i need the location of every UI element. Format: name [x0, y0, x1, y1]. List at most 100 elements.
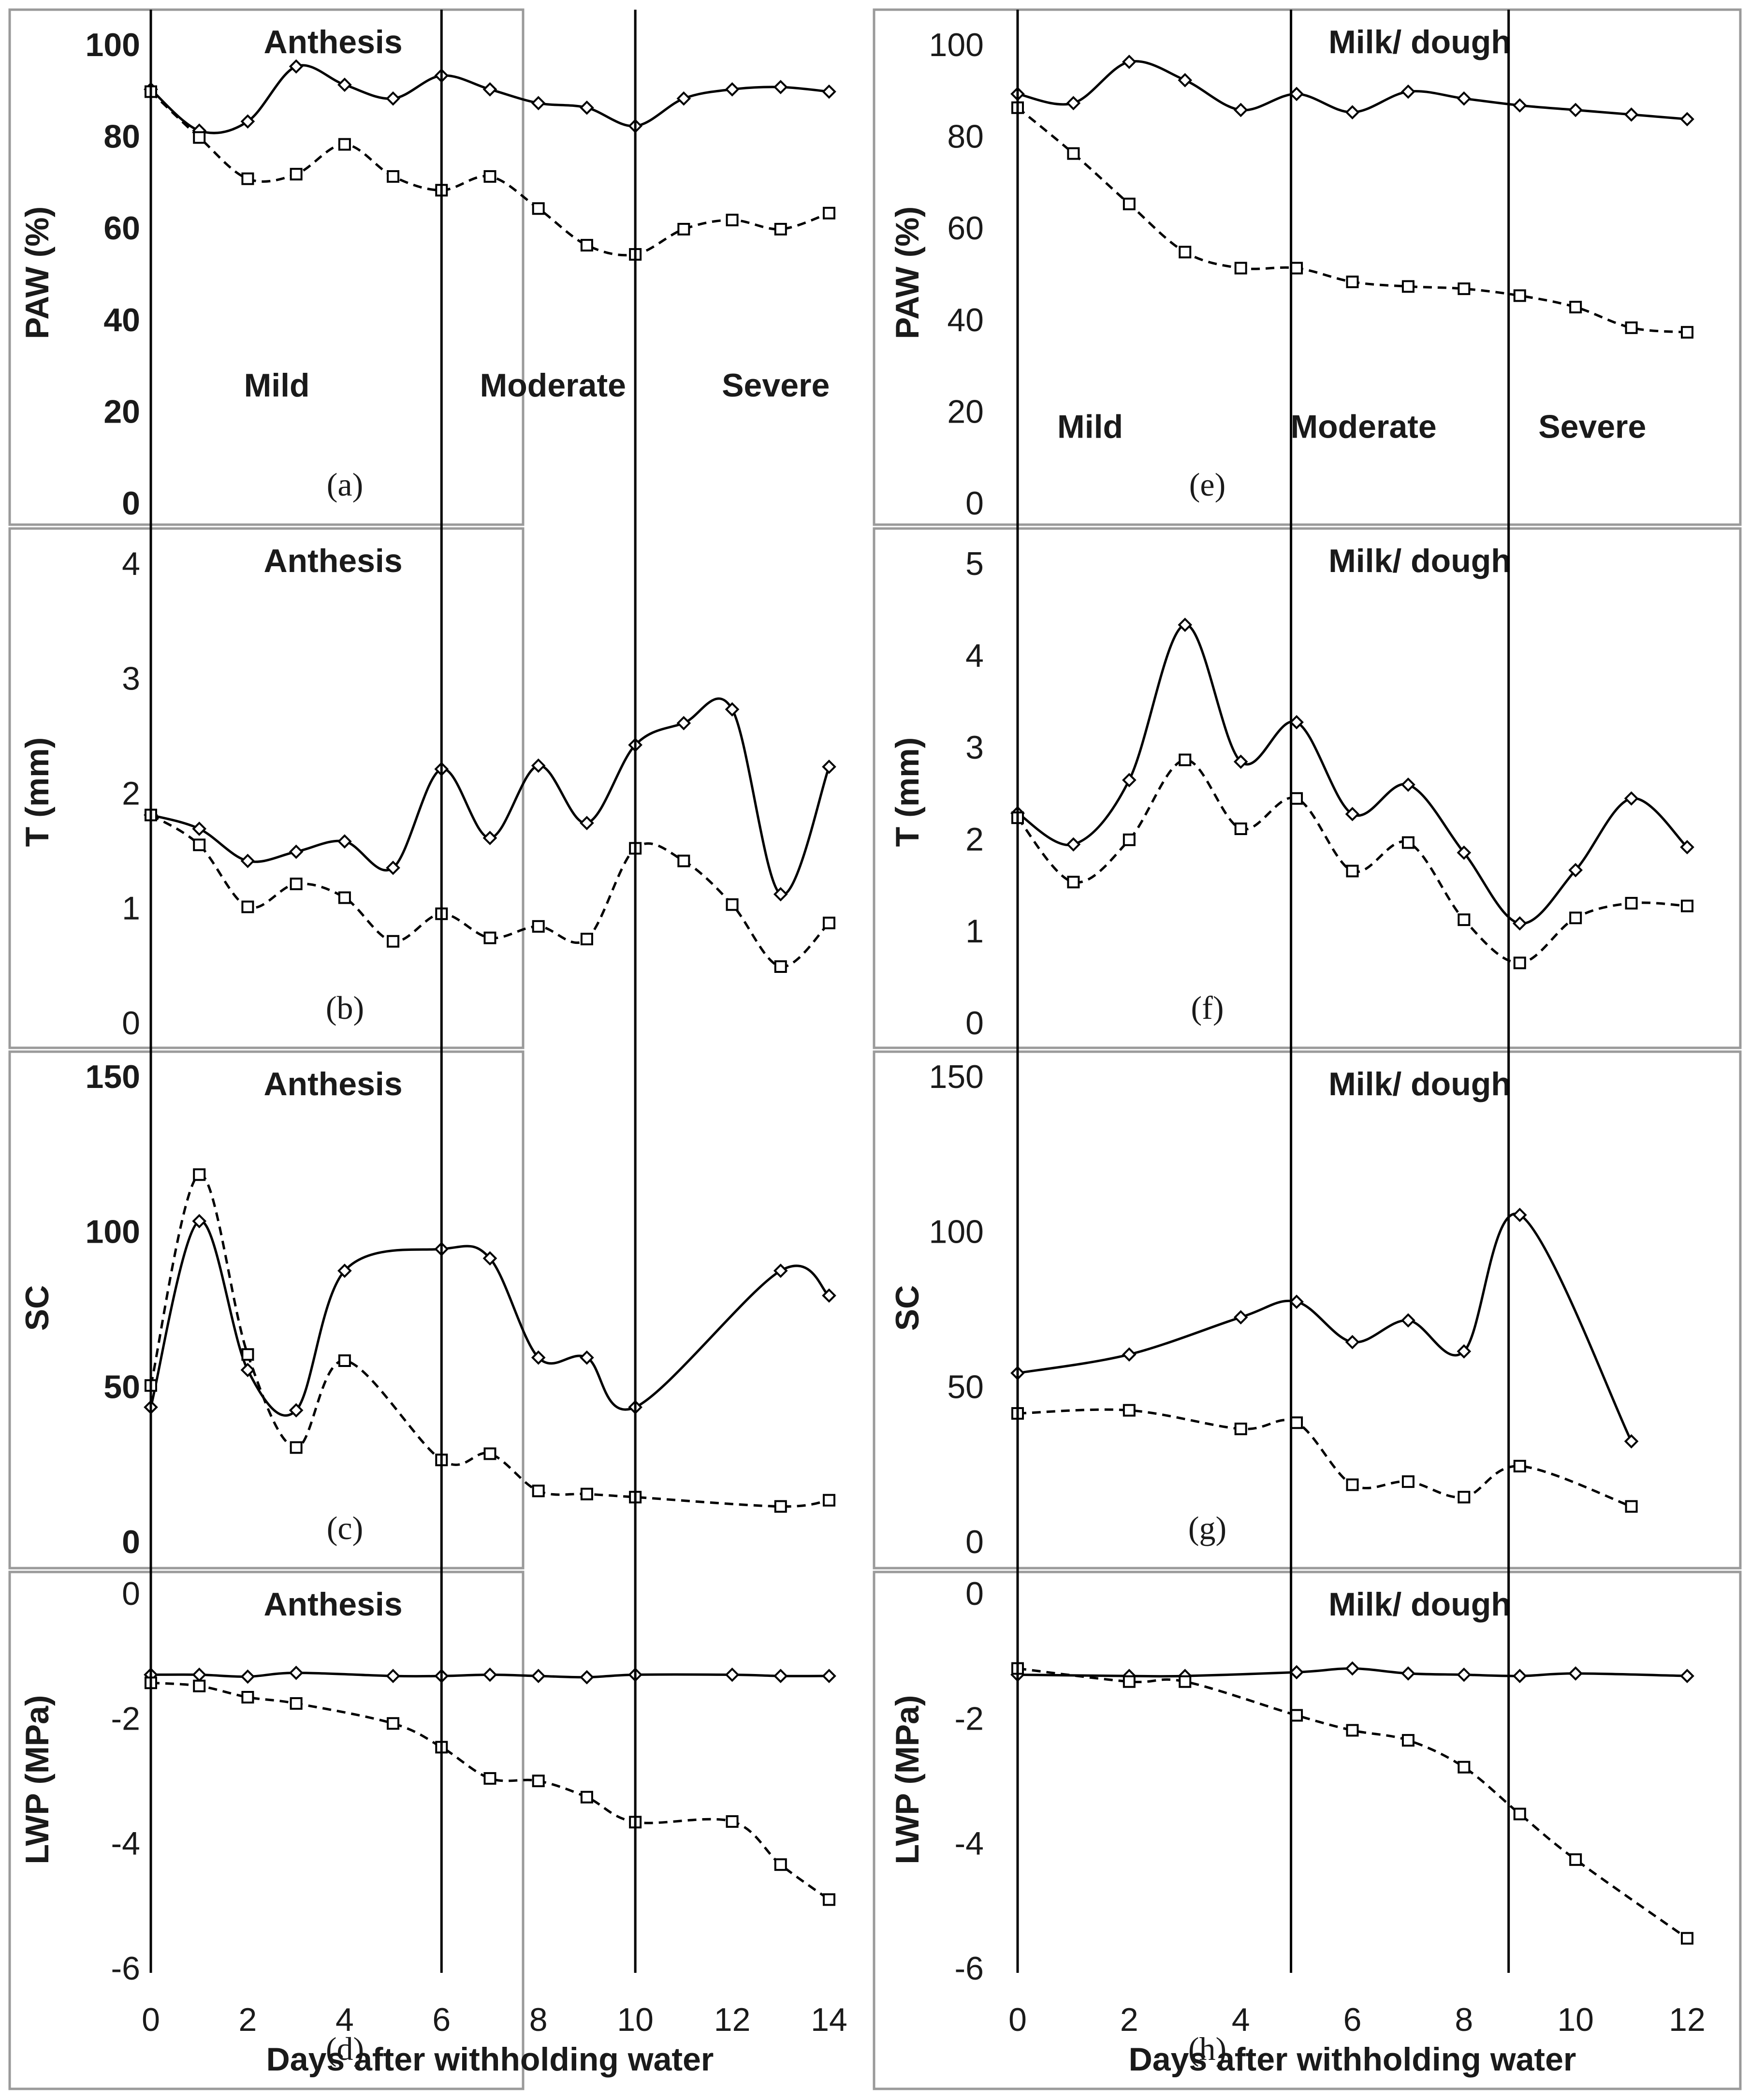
y-tick-label: 60 [947, 210, 984, 247]
data-point-diamond [725, 82, 740, 97]
y-tick-label: 100 [86, 1214, 140, 1250]
y-tick-label: 2 [122, 775, 140, 812]
data-point-diamond [1289, 1294, 1304, 1309]
series-line [1017, 1667, 1688, 1939]
panel-label: (e) [1189, 466, 1225, 503]
panel-label: (f) [1191, 989, 1224, 1026]
y-tick-label: 20 [103, 393, 140, 430]
data-point-diamond [1512, 916, 1527, 931]
y-tick-label: 0 [965, 1005, 984, 1042]
data-point-square [1067, 876, 1080, 889]
data-point-square [483, 170, 496, 183]
y-tick-label: 1 [965, 913, 984, 950]
data-point-square [774, 222, 787, 235]
data-point-diamond [580, 1670, 594, 1685]
y-axis-title: SC [19, 1285, 56, 1331]
data-point-square [726, 1815, 739, 1828]
y-axis-title: LWP (MPa) [889, 1695, 926, 1864]
data-point-diamond [822, 759, 836, 774]
series-water-stressed [1011, 1662, 1693, 1945]
stage-label: Moderate [480, 367, 626, 404]
data-point-diamond [240, 1669, 255, 1684]
panel-label: (g) [1188, 1510, 1226, 1546]
panel-title: Milk/ dough [1328, 1586, 1511, 1623]
data-point-diamond [531, 1350, 546, 1365]
data-point-square [193, 1679, 206, 1692]
data-point-square [1123, 197, 1136, 210]
data-point-square [677, 222, 690, 235]
stage-label: Mild [244, 367, 310, 404]
data-point-square [1290, 1416, 1303, 1429]
data-point-square [483, 1447, 496, 1460]
data-point-square [1123, 1675, 1136, 1688]
data-point-square [387, 170, 400, 183]
data-point-square [338, 891, 351, 904]
series-water-stressed [1011, 1404, 1638, 1513]
data-point-diamond [240, 114, 255, 129]
data-point-square [580, 1791, 593, 1804]
data-point-square [290, 1697, 303, 1710]
data-point-square [1179, 753, 1192, 766]
data-point-diamond [1568, 103, 1583, 117]
data-point-diamond [1066, 96, 1081, 111]
x-tick-label: 2 [1120, 2001, 1138, 2038]
data-point-square [1569, 911, 1582, 925]
panel-title: Anthesis [263, 1586, 402, 1623]
data-point-diamond [482, 82, 497, 97]
data-point-diamond [822, 1288, 836, 1303]
data-point-diamond [240, 1363, 255, 1378]
x-tick-label: 12 [1669, 2001, 1706, 2038]
series-water-stressed [145, 1168, 835, 1513]
data-point-diamond [1568, 863, 1583, 878]
data-point-square [1458, 913, 1471, 926]
data-point-diamond [1457, 91, 1472, 106]
data-point-diamond [1680, 840, 1694, 854]
stage-label: Moderate [1290, 408, 1436, 445]
data-point-diamond [1289, 87, 1304, 102]
x-tick-label: 6 [432, 2001, 451, 2038]
x-tick-label: 6 [1343, 2001, 1362, 2038]
y-tick-label: 3 [965, 729, 984, 766]
y-tick-label: 1 [122, 890, 140, 927]
data-point-square [1681, 1932, 1693, 1945]
data-point-diamond [482, 1251, 497, 1266]
data-point-square [1401, 1734, 1415, 1747]
data-point-square [1681, 899, 1693, 912]
data-point-diamond [1401, 84, 1415, 99]
x-tick-label: 10 [1557, 2001, 1594, 2038]
data-point-square [1569, 301, 1582, 314]
x-tick-label: 8 [1455, 2001, 1473, 2038]
y-tick-label: 0 [122, 1575, 140, 1612]
data-point-diamond [580, 816, 594, 830]
data-point-square [532, 920, 545, 933]
data-point-square [1625, 896, 1638, 910]
data-point-diamond [1401, 777, 1415, 792]
data-point-diamond [1457, 845, 1472, 860]
data-point-square [580, 239, 593, 252]
data-point-diamond [1680, 1669, 1694, 1683]
panel-label: (b) [326, 989, 364, 1026]
data-point-square [241, 1348, 254, 1361]
data-point-square [1123, 833, 1136, 846]
y-tick-label: -2 [955, 1700, 984, 1737]
series-well-watered [144, 697, 836, 902]
y-axis-title: PAW (%) [889, 206, 926, 339]
data-point-diamond [1178, 73, 1193, 88]
y-tick-label: 100 [929, 1214, 984, 1250]
data-point-diamond [1624, 791, 1639, 806]
panel-label: (h) [1188, 2030, 1226, 2067]
y-tick-label: -6 [955, 1950, 984, 1987]
data-point-square [483, 931, 496, 944]
y-tick-label: 0 [965, 1575, 984, 1612]
data-point-square [387, 935, 400, 948]
series-line [1017, 1212, 1633, 1442]
data-point-square [241, 900, 254, 913]
data-point-square [823, 206, 835, 220]
data-point-square [1290, 262, 1303, 275]
series-well-watered [1010, 55, 1694, 127]
data-point-diamond [192, 822, 207, 836]
data-point-square [1569, 1853, 1582, 1866]
data-point-square [580, 933, 593, 945]
data-point-square [1625, 1500, 1638, 1513]
data-point-square [774, 1858, 787, 1871]
